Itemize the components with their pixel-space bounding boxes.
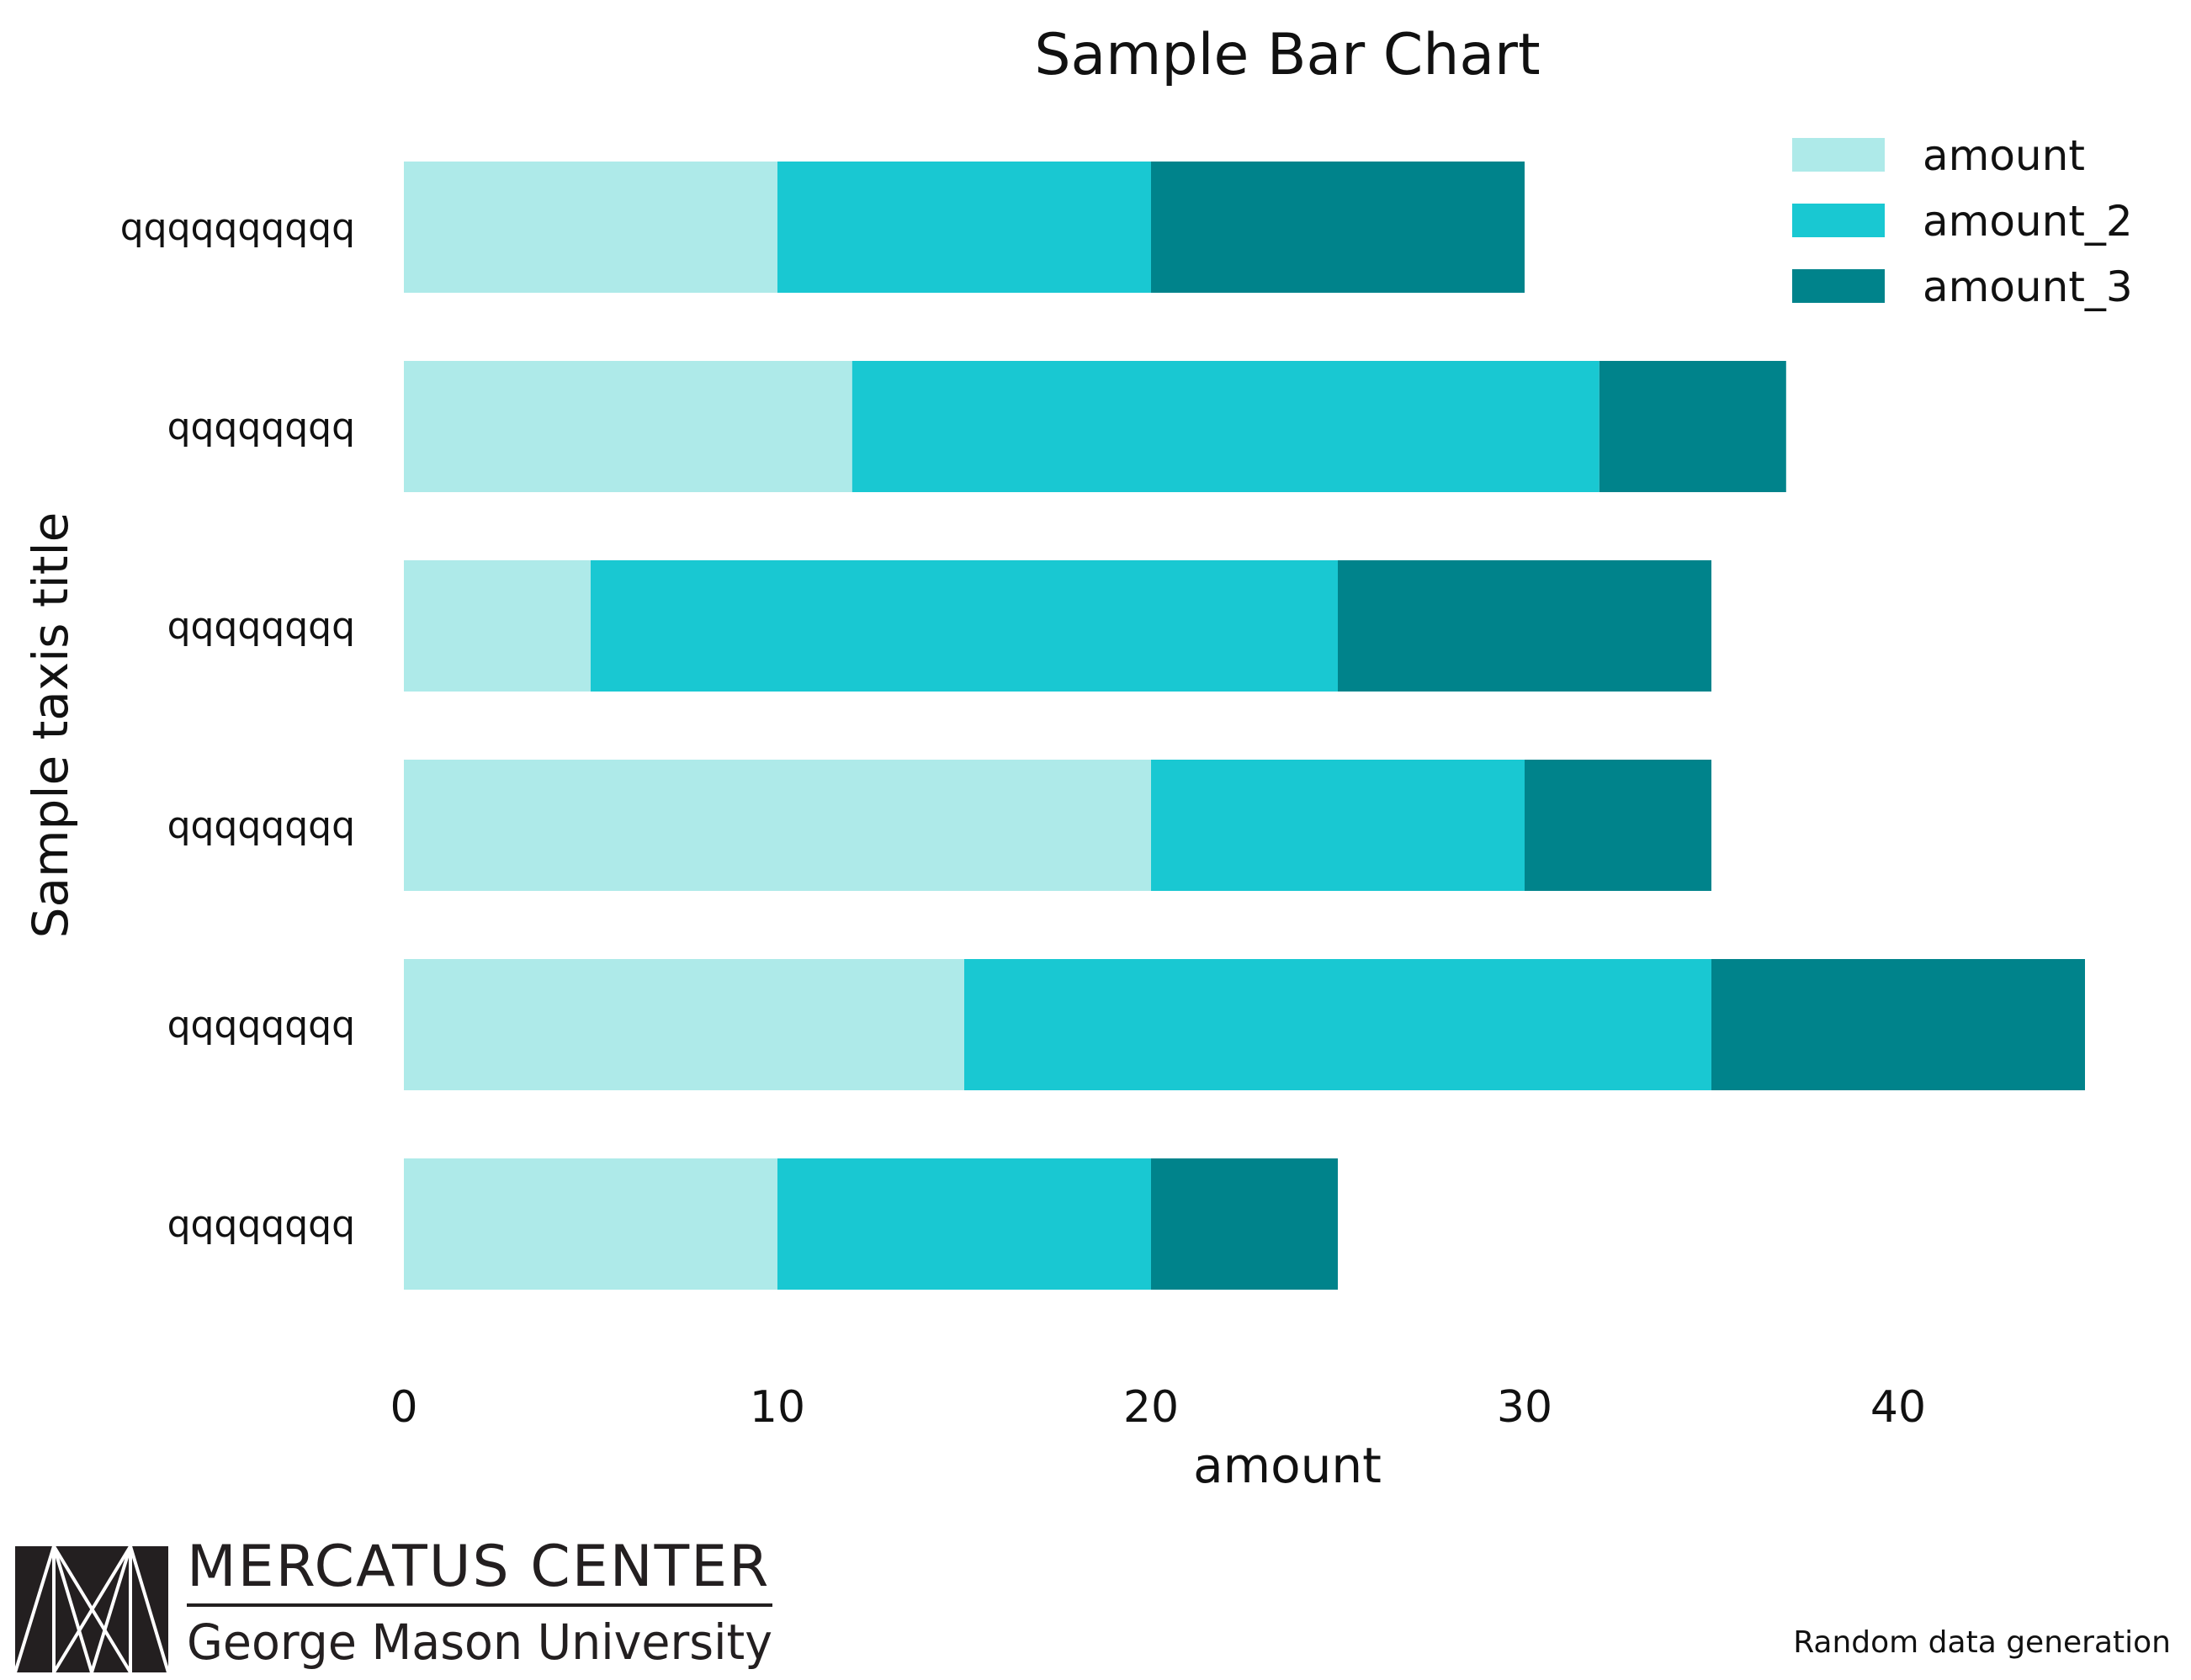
bar-amount-row-4 [404, 760, 1151, 891]
bar-amount-row-1 [404, 162, 777, 293]
footnote: Random data generation [1793, 1625, 2171, 1660]
category-label-1: qqqqqqqqqq [120, 206, 355, 249]
legend-swatch-amount-2 [1792, 204, 1885, 237]
bar-amount-2-row-2 [851, 361, 1599, 492]
bar-amount-row-6 [404, 1158, 777, 1290]
bar-amount-2-row-3 [591, 560, 1338, 692]
bar-amount-3-row-3 [1338, 560, 1711, 692]
x-tick-label-0: 0 [390, 1382, 417, 1433]
x-tick-label-10: 10 [750, 1382, 805, 1433]
bar-amount-row-5 [404, 959, 964, 1090]
x-tick-label-40: 40 [1870, 1382, 1926, 1433]
bars-layer [404, 162, 2085, 1290]
bar-amount-2-row-6 [777, 1158, 1151, 1290]
bar-amount-2-row-4 [1151, 760, 1525, 891]
category-labels: qqqqqqqqqqqqqqqqqqqqqqqqqqqqqqqqqqqqqqqq… [120, 206, 355, 1246]
category-label-6: qqqqqqqq [167, 1203, 355, 1246]
bar-amount-row-2 [404, 361, 852, 492]
bar-amount-row-3 [404, 560, 591, 692]
legend-swatch-amount [1792, 138, 1885, 172]
legend-swatch-amount-3 [1792, 269, 1885, 303]
legend-label-amount-2: amount_2 [1923, 197, 2133, 246]
bar-amount-3-row-1 [1151, 162, 1525, 293]
mercatus-logo: MERCATUS CENTER George Mason University [13, 1534, 772, 1674]
bar-amount-3-row-5 [1711, 959, 2085, 1090]
bar-amount-3-row-4 [1525, 760, 1711, 891]
mercatus-logo-mark [13, 1545, 170, 1674]
x-tick-label-20: 20 [1123, 1382, 1179, 1433]
logo-line-2: George Mason University [187, 1614, 772, 1671]
category-label-4: qqqqqqqq [167, 804, 355, 847]
bar-amount-2-row-5 [964, 959, 1711, 1090]
category-label-5: qqqqqqqq [167, 1004, 355, 1047]
x-axis-title: amount [1193, 1437, 1382, 1494]
x-tick-label-30: 30 [1497, 1382, 1552, 1433]
bar-amount-3-row-6 [1151, 1158, 1338, 1290]
x-tick-labels: 0 10 20 30 40 [390, 1382, 1926, 1433]
legend: amount amount_2 amount_3 [1792, 131, 2133, 311]
y-axis-title: Sample taxis title [22, 512, 79, 939]
bar-amount-3-row-2 [1599, 361, 1786, 492]
category-label-2: qqqqqqqq [167, 405, 355, 448]
bar-amount-2-row-1 [777, 162, 1151, 293]
chart-title: Sample Bar Chart [1034, 22, 1540, 88]
logo-line-1: MERCATUS CENTER [187, 1534, 770, 1600]
category-label-3: qqqqqqqq [167, 605, 355, 648]
legend-label-amount-3: amount_3 [1923, 262, 2133, 311]
legend-label-amount: amount [1923, 131, 2085, 180]
